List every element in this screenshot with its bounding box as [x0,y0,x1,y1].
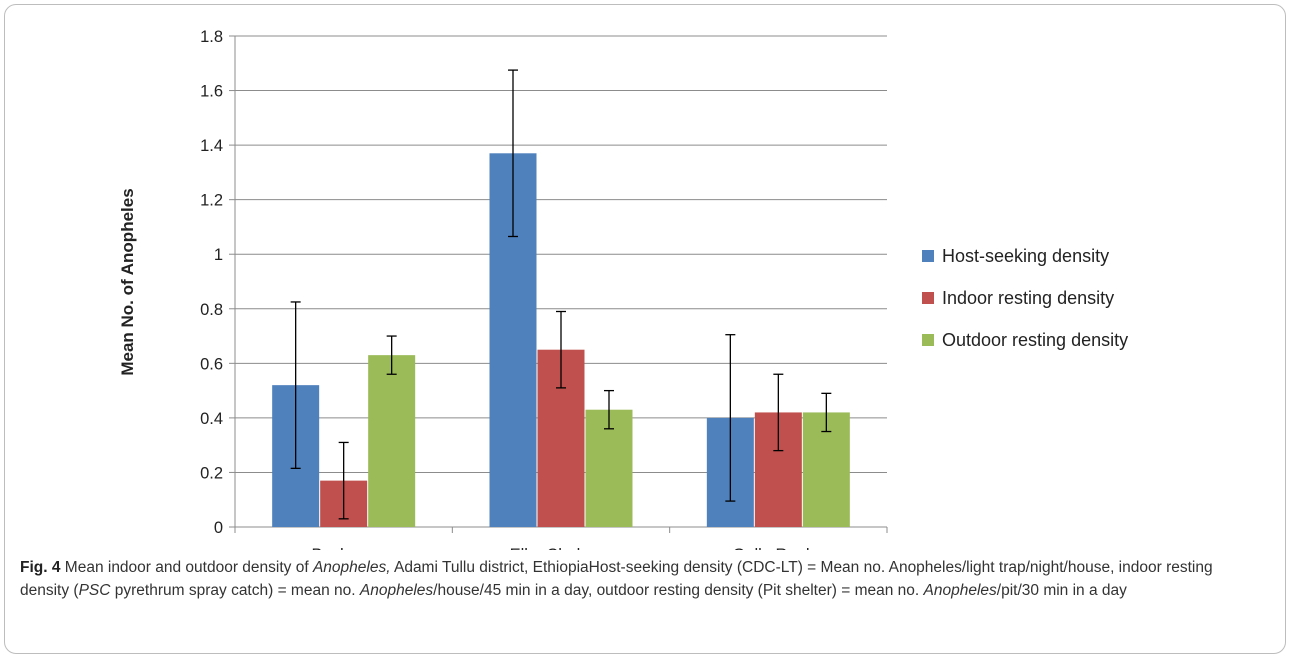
caption-fragment: pyrethrum spray catch) = mean no. [110,582,360,599]
caption-text: Mean indoor and outdoor density of Anoph… [20,559,1213,599]
y-tick-label: 0.6 [200,355,223,373]
y-tick-label: 0.8 [200,301,223,319]
x-axis: Bochesa Elka Chelemo Gallo Raphe [234,526,888,550]
caption-fragment: PSC [78,582,111,599]
legend-label: Indoor resting density [942,288,1114,308]
y-axis-label: Mean No. of Anopheles [118,188,137,375]
figure-frame [4,4,1286,654]
y-tick-label: 1.6 [200,83,223,101]
legend-label: Outdoor resting density [942,330,1128,350]
caption-fragment: /house/45 min in a day, outdoor resting … [433,582,924,599]
y-tick-label: 1.2 [200,192,223,210]
x-tick-label: Elka Chelemo [510,546,613,550]
y-axis: 0 0.2 0.4 0.6 0.8 1 1.2 1.4 1.6 1.8 [200,28,236,537]
legend: Host-seeking density Indoor resting densi… [922,246,1128,350]
y-tick-label: 0 [214,519,223,537]
y-tick-label: 0.4 [200,410,223,428]
caption-fragment: Anopheles [359,582,434,599]
x-tick-label: Gallo Raphe [732,546,824,550]
caption-fragment: /pit/30 min in a day [996,582,1127,599]
y-tick-label: 0.2 [200,464,223,482]
legend-swatch [922,250,934,262]
legend-swatch [922,292,934,304]
y-tick-label: 1 [214,246,223,264]
caption-fragment: Anopheles [923,582,997,599]
bar [368,355,416,527]
caption-fragment: Mean indoor and outdoor density of [60,559,313,576]
bar-chart: 0 0.2 0.4 0.6 0.8 1 1.2 1.4 1.6 1.8 Bochesa Elka C… [118,28,1128,550]
legend-label: Host-seeking density [942,246,1109,266]
y-tick-label: 1.4 [200,137,223,155]
error-bars [290,69,832,520]
figure-label: Fig. 4 [20,559,61,576]
legend-swatch [922,334,934,346]
x-tick-label: Bochesa [312,546,377,550]
y-tick-label: 1.8 [200,28,223,46]
figure-caption: Fig. 4 Mean indoor and outdoor density o… [20,556,1265,602]
caption-fragment: Adami Tullu district, EthiopiaHost-seeki… [20,559,1213,599]
caption-fragment: Anopheles, [312,559,391,576]
